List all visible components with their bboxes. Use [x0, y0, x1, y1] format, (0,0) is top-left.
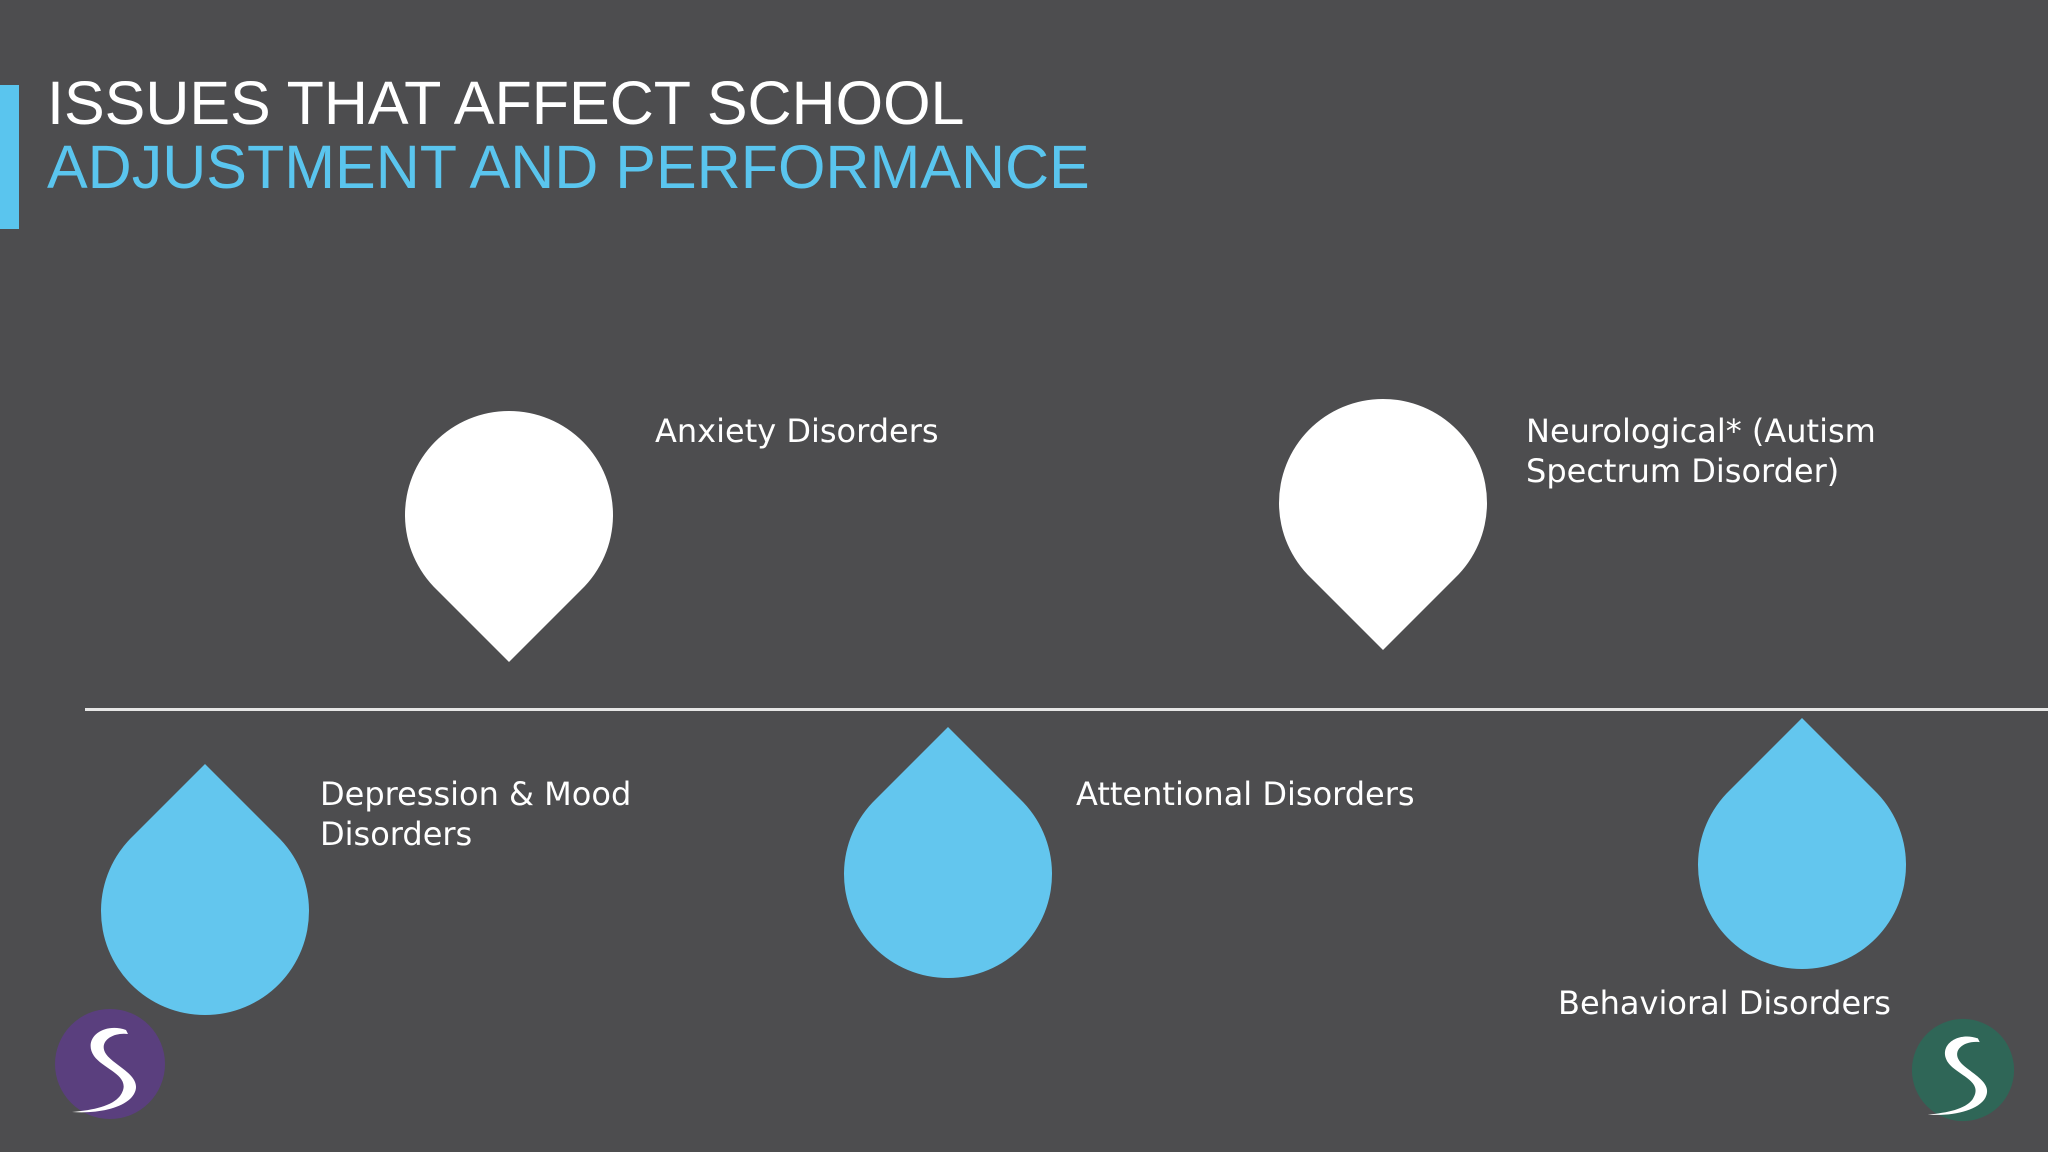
- timeline-label-attentional: Attentional Disorders: [1076, 775, 1415, 813]
- slide-subtitle: ADJUSTMENT AND PERFORMANCE: [47, 133, 1090, 201]
- timeline-label-depression: Depression & Mood Disorders: [320, 775, 632, 853]
- timeline-line: [85, 708, 2048, 711]
- teardrop-marker-anxiety: [405, 410, 613, 662]
- timeline-label-behavioral: Behavioral Disorders: [1558, 984, 1891, 1022]
- slide-title: ISSUES THAT AFFECT SCHOOL: [47, 69, 965, 137]
- teardrop-marker-neurological: [1279, 398, 1487, 650]
- timeline-label-anxiety: Anxiety Disorders: [655, 412, 939, 450]
- teardrop-marker-depression: [100, 764, 309, 1016]
- s-road-logo-icon-right: [1911, 1018, 2015, 1122]
- title-accent-bar: [0, 85, 19, 229]
- teardrop-marker-attentional: [844, 727, 1052, 979]
- teardrop-marker-behavioral: [1698, 718, 1906, 970]
- timeline-label-neurological: Neurological* (Autism Spectrum Disorder): [1526, 412, 1876, 490]
- s-road-logo-icon: [55, 1009, 165, 1119]
